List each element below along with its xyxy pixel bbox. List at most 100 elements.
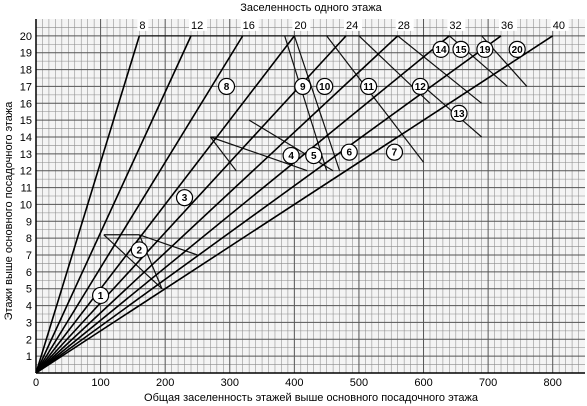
series-line-16 bbox=[35, 35, 244, 374]
ray-label-28: 28 bbox=[398, 20, 410, 32]
ray-label-bg bbox=[447, 17, 466, 31]
y-tick-label: 13 bbox=[20, 149, 32, 161]
x-axis-label: Общая заселенность этажей выше основного… bbox=[144, 392, 479, 404]
annotation-label-14: 14 bbox=[435, 45, 447, 56]
series-line-8 bbox=[35, 35, 141, 374]
ray-label-bg bbox=[344, 17, 363, 31]
ray-labels: 8 12 16 20 24 28 32 36 40 bbox=[137, 17, 569, 32]
y-tick-label: 5 bbox=[26, 284, 32, 296]
y-tick-label: 6 bbox=[26, 267, 32, 279]
y-tick-label: 15 bbox=[20, 115, 32, 127]
annotation-label-9: 9 bbox=[300, 82, 306, 93]
annotation-label-3: 3 bbox=[182, 193, 188, 204]
annotation-label-1: 1 bbox=[98, 291, 104, 302]
annotation-circle bbox=[175, 189, 194, 207]
annotation-circle bbox=[450, 104, 468, 123]
annotation-label-5: 5 bbox=[311, 151, 317, 162]
zone-boundary-line bbox=[284, 35, 328, 171]
annotation-label-2: 2 bbox=[137, 245, 143, 256]
y-tick-label: 3 bbox=[26, 317, 32, 329]
y-tick-label: 20 bbox=[20, 31, 32, 43]
x-tick-label: 700 bbox=[479, 377, 497, 389]
y-tick-label: 19 bbox=[20, 48, 32, 60]
x-tick-label: 0 bbox=[33, 377, 39, 389]
x-tick-labels: 0 100 200 300 400 500 600 700 800 bbox=[33, 377, 562, 389]
annotation-circle bbox=[91, 286, 110, 305]
ray-label-12: 12 bbox=[191, 20, 203, 32]
annotation-circle bbox=[432, 40, 450, 58]
annotation-label-20: 20 bbox=[512, 45, 524, 56]
zone-boundary-line bbox=[209, 136, 237, 172]
annotation-label-6: 6 bbox=[346, 148, 352, 159]
ray-label-8: 8 bbox=[139, 20, 145, 32]
y-tick-label: 8 bbox=[26, 233, 32, 245]
annotation-label-8: 8 bbox=[224, 82, 230, 93]
y-tick-label: 18 bbox=[20, 65, 32, 77]
zone-boundary-line bbox=[293, 35, 341, 171]
ray-label-bg bbox=[550, 17, 569, 31]
annotation-circle bbox=[316, 77, 334, 96]
annotation-circle bbox=[294, 77, 312, 96]
annotation-circle bbox=[217, 77, 236, 96]
annotation-circle bbox=[452, 40, 470, 58]
annotation-circle bbox=[282, 146, 300, 165]
chart-title: Заселенность одного этажа bbox=[240, 2, 382, 14]
y-tick-label: 14 bbox=[20, 132, 32, 144]
annotation-label-15: 15 bbox=[455, 45, 467, 56]
annotation-circle bbox=[360, 77, 378, 96]
ray-label-bg bbox=[137, 17, 149, 31]
y-tick-label: 16 bbox=[20, 98, 32, 110]
series-lines bbox=[35, 35, 554, 374]
zone-boundary-line bbox=[103, 234, 163, 290]
series-line-32 bbox=[35, 35, 450, 374]
ray-label-40: 40 bbox=[553, 20, 565, 32]
zone-boundary-line bbox=[248, 119, 334, 172]
ray-label-bg bbox=[395, 17, 414, 31]
ray-label-20: 20 bbox=[294, 20, 306, 32]
annotation-circle bbox=[508, 40, 526, 58]
annotation-circle bbox=[130, 241, 148, 259]
ray-label-bg bbox=[189, 17, 208, 31]
y-tick-label: 1 bbox=[26, 351, 32, 363]
zone-boundary-line bbox=[139, 234, 198, 256]
annotation-label-13: 13 bbox=[453, 109, 465, 120]
ray-label-32: 32 bbox=[449, 20, 461, 32]
x-tick-label: 500 bbox=[350, 377, 368, 389]
annotation-circle bbox=[385, 143, 404, 161]
annotation-circle bbox=[411, 77, 429, 96]
y-tick-label: 11 bbox=[21, 183, 32, 195]
y-tick-label: 4 bbox=[26, 301, 32, 313]
ray-label-bg bbox=[499, 17, 518, 31]
annotation-label-19: 19 bbox=[479, 45, 491, 56]
x-tick-label: 600 bbox=[414, 377, 432, 389]
y-axis-label: Этажи выше основного посадочного этажа bbox=[3, 101, 15, 321]
annotation-label-7: 7 bbox=[392, 148, 398, 159]
y-tick-label: 12 bbox=[20, 166, 32, 178]
series-line-24 bbox=[35, 35, 347, 374]
annotation-circle bbox=[340, 143, 358, 161]
x-tick-label: 300 bbox=[221, 377, 239, 389]
x-tick-label: 800 bbox=[544, 377, 562, 389]
axes bbox=[35, 19, 585, 374]
x-tick-label: 100 bbox=[91, 377, 109, 389]
y-tick-label: 7 bbox=[26, 250, 32, 262]
series-line-20 bbox=[35, 35, 295, 374]
zone-boundary-line bbox=[326, 35, 425, 163]
annotation-circle bbox=[476, 40, 494, 58]
ray-label-bg bbox=[292, 17, 311, 31]
x-tick-label: 200 bbox=[156, 377, 174, 389]
ray-label-36: 36 bbox=[501, 20, 513, 32]
ray-label-bg bbox=[240, 17, 259, 31]
annotation-label-11: 11 bbox=[363, 82, 374, 93]
y-tick-label: 2 bbox=[26, 334, 32, 346]
ray-label-24: 24 bbox=[346, 20, 358, 32]
x-tick-label: 400 bbox=[285, 377, 303, 389]
annotation-circle bbox=[305, 146, 323, 165]
y-tick-label: 10 bbox=[20, 199, 32, 211]
annotation-label-4: 4 bbox=[288, 151, 294, 162]
y-tick-label: 9 bbox=[26, 216, 32, 228]
ray-label-16: 16 bbox=[243, 20, 255, 32]
